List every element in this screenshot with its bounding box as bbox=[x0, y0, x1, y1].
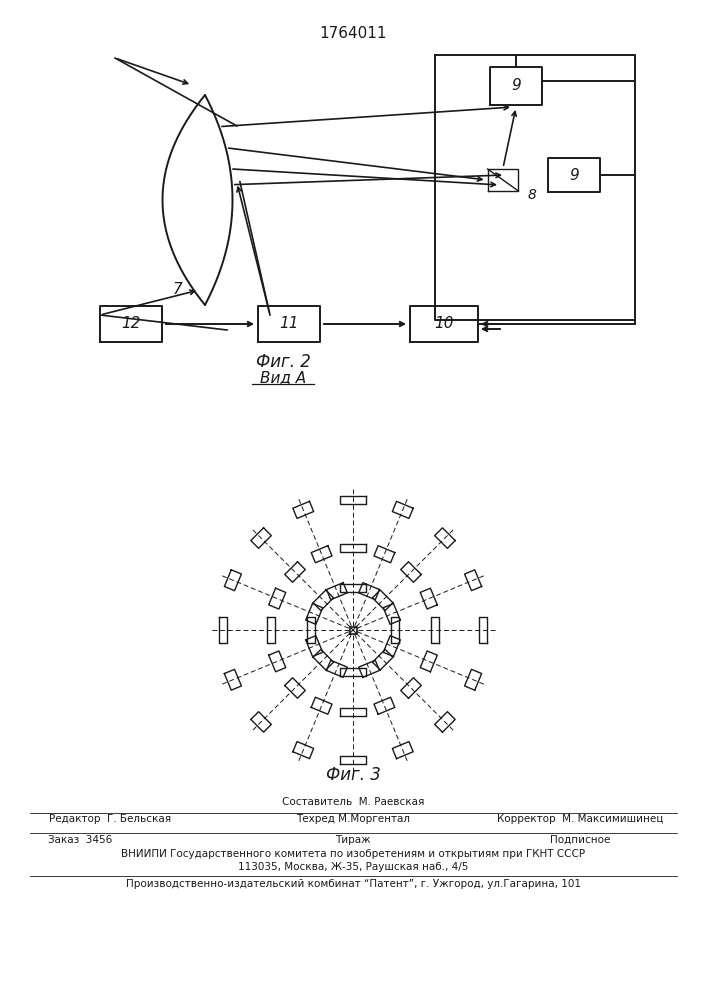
Text: Заказ  3456: Заказ 3456 bbox=[48, 835, 112, 845]
Text: Тираж: Тираж bbox=[335, 835, 370, 845]
Text: 9: 9 bbox=[511, 79, 521, 94]
Text: 9: 9 bbox=[569, 167, 579, 182]
Text: 113035, Москва, Ж-35, Раушская наб., 4/5: 113035, Москва, Ж-35, Раушская наб., 4/5 bbox=[238, 862, 468, 872]
Text: 1764011: 1764011 bbox=[320, 25, 387, 40]
Text: Составитель  М. Раевская: Составитель М. Раевская bbox=[282, 797, 424, 807]
Text: 10: 10 bbox=[434, 316, 454, 332]
Text: 12: 12 bbox=[121, 316, 141, 332]
Text: Вид А: Вид А bbox=[260, 370, 306, 385]
Text: 11: 11 bbox=[279, 316, 299, 332]
Text: Подписное: Подписное bbox=[550, 835, 610, 845]
Text: 7: 7 bbox=[172, 282, 182, 298]
Text: ВНИИПИ Государственного комитета по изобретениям и открытиям при ГКНТ СССР: ВНИИПИ Государственного комитета по изоб… bbox=[121, 849, 585, 859]
Text: 8: 8 bbox=[528, 188, 537, 202]
Text: Техред М.Моргентал: Техред М.Моргентал bbox=[296, 814, 410, 824]
Text: Фиг. 3: Фиг. 3 bbox=[325, 766, 380, 784]
Text: Фиг. 2: Фиг. 2 bbox=[255, 353, 310, 371]
Text: Производственно-издательский комбинат “Патент”, г. Ужгород, ул.Гагарина, 101: Производственно-издательский комбинат “П… bbox=[126, 879, 580, 889]
Text: Редактор  Г. Бельская: Редактор Г. Бельская bbox=[49, 814, 171, 824]
Text: Корректор  М. Максимишинец: Корректор М. Максимишинец bbox=[497, 814, 663, 824]
